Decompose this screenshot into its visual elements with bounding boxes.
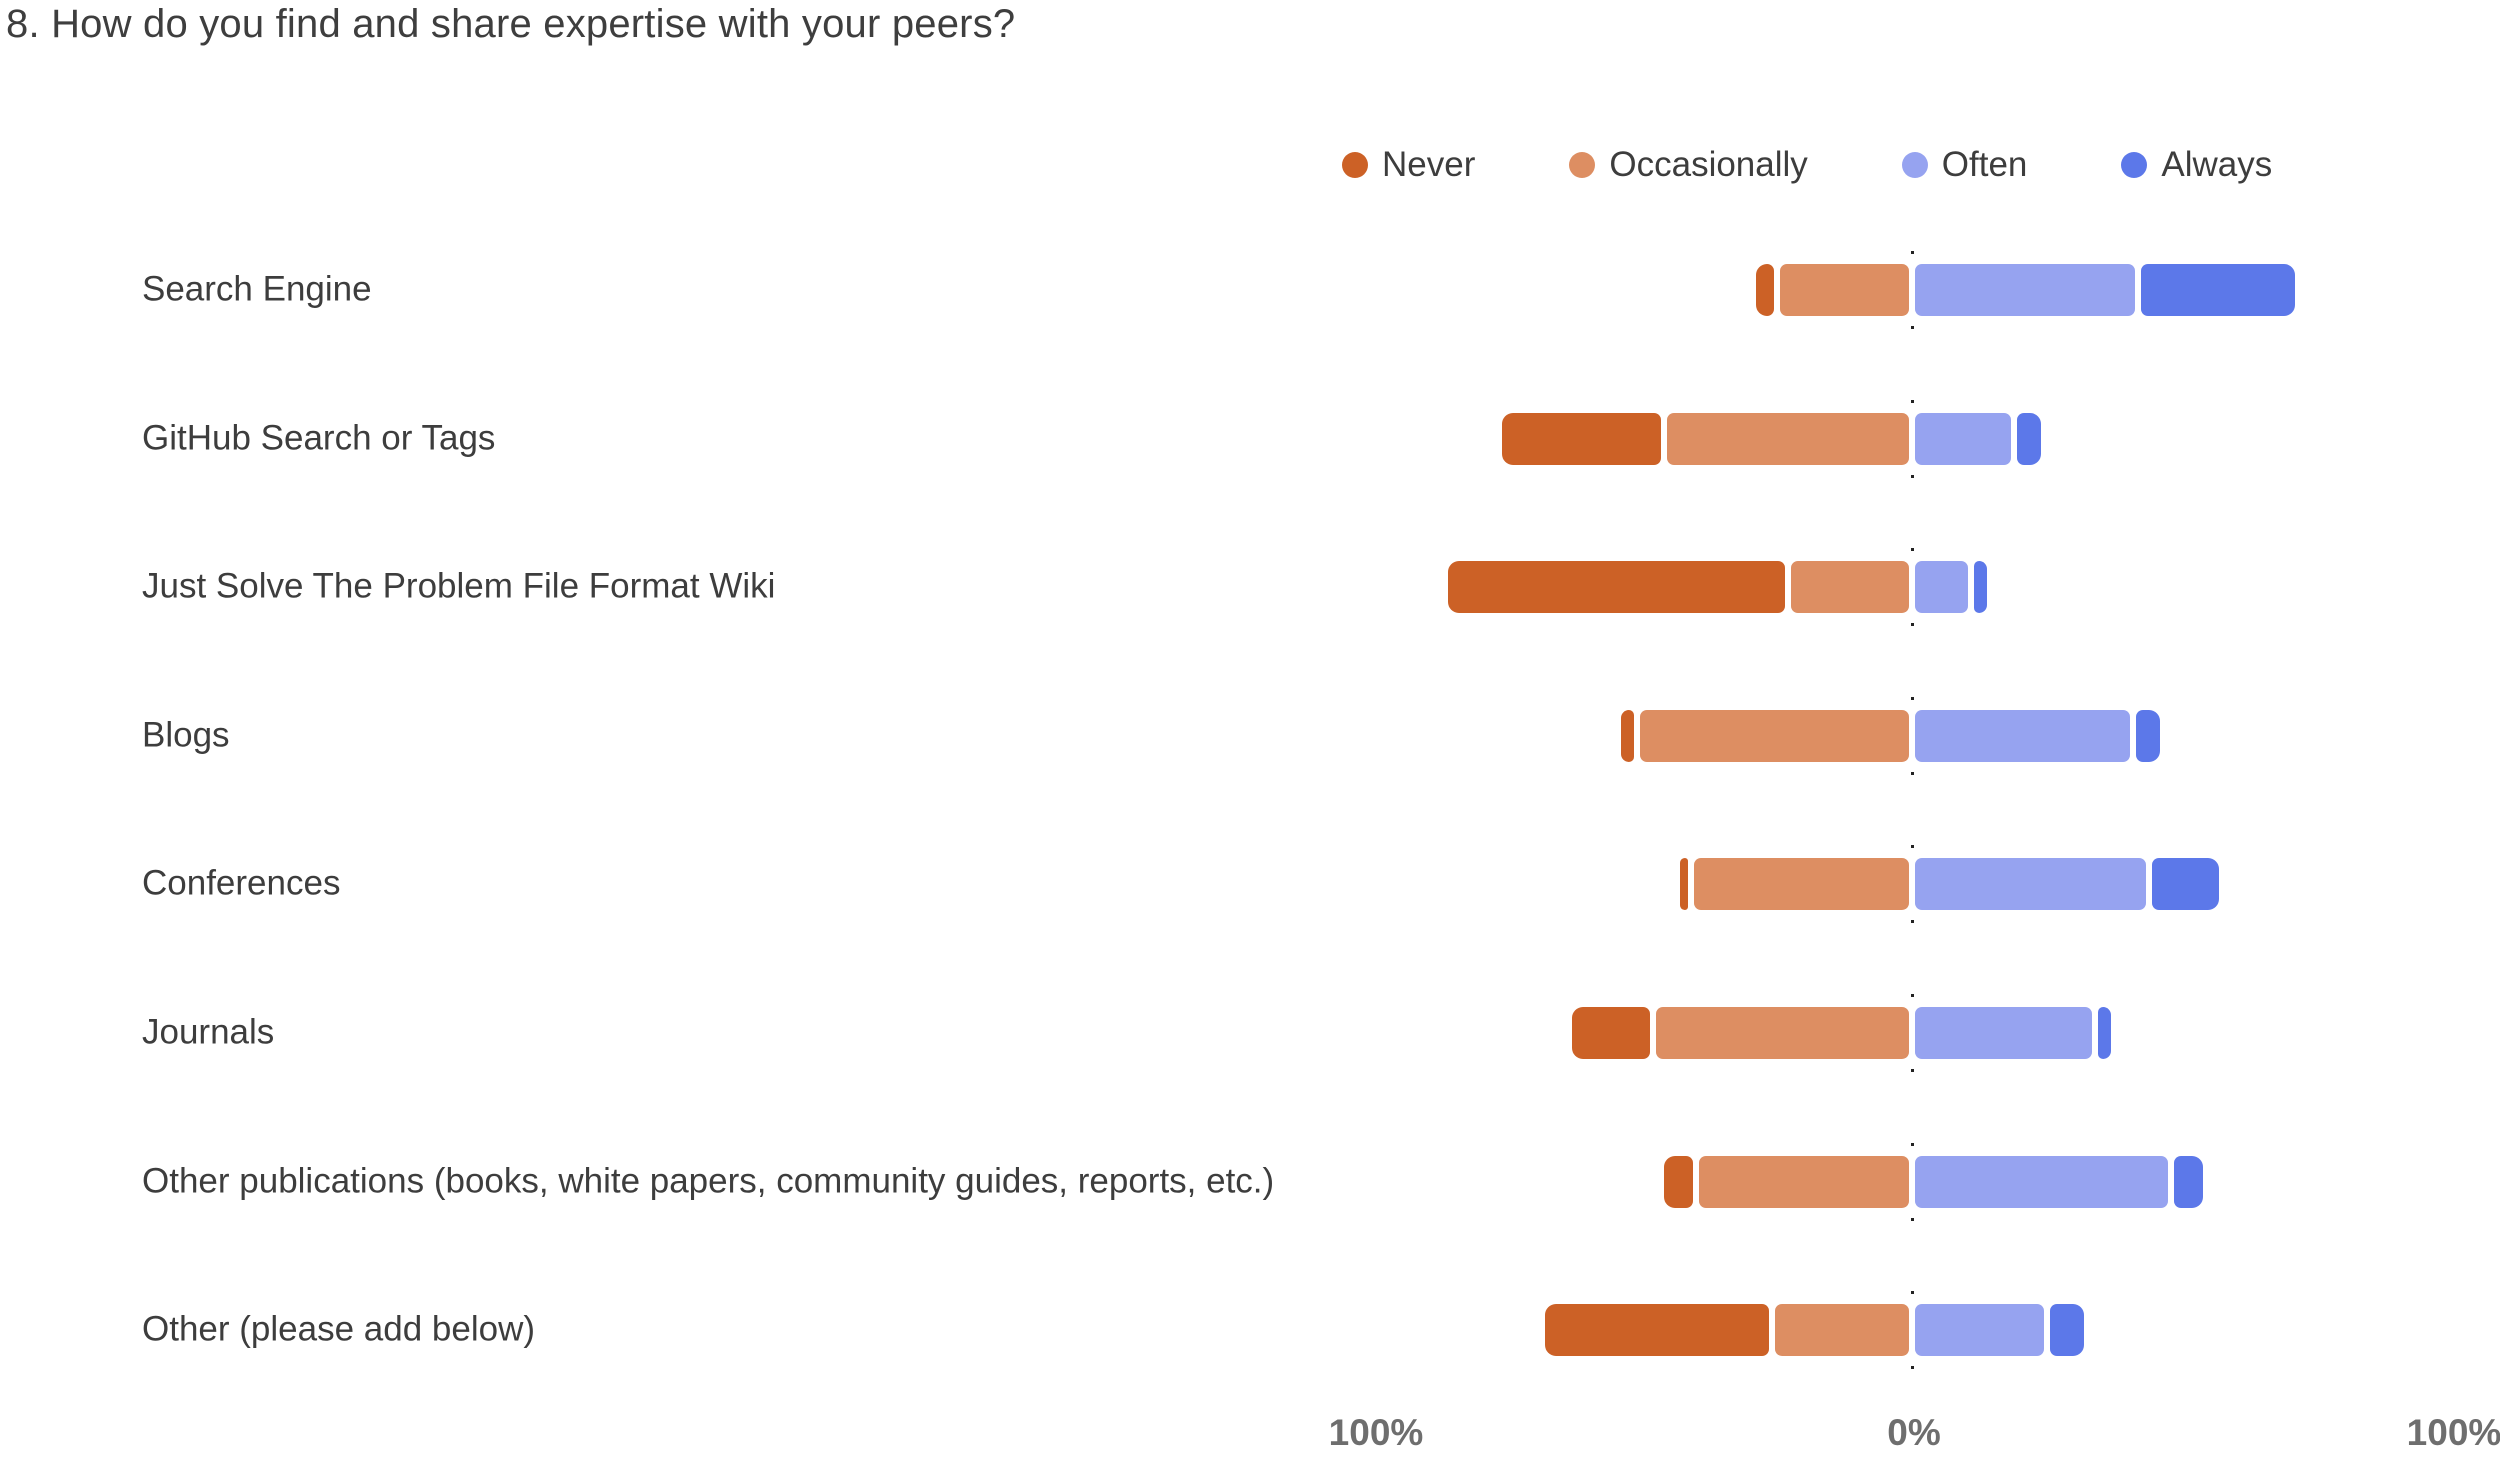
bar-segment-often — [1914, 264, 2136, 316]
legend-dot-icon — [1901, 152, 1928, 178]
legend-item-occasionally: Occasionally — [1569, 145, 1808, 185]
bar-segment-always — [2152, 858, 2220, 911]
bar-segment-occasionally — [1699, 1155, 1909, 1208]
legend-item-always: Always — [2121, 145, 2272, 185]
bar-segment-often — [1914, 1304, 2044, 1357]
legend-dot-icon — [2121, 152, 2148, 178]
bar-segment-never — [1572, 1007, 1651, 1059]
legend-label: Occasionally — [1609, 145, 1808, 184]
category-label: Blogs — [142, 715, 230, 755]
stacked-bar-3 — [1441, 554, 1995, 621]
category-label: GitHub Search or Tags — [142, 418, 496, 458]
bar-segment-occasionally — [1774, 1304, 1909, 1357]
stacked-bar-5 — [1673, 851, 2227, 918]
stacked-bar-1 — [1748, 257, 2302, 323]
stacked-bar-2 — [1495, 405, 2049, 472]
bar-segment-never — [1448, 561, 1786, 614]
legend-label: Often — [1941, 145, 2028, 184]
legend-item-often: Often — [1901, 145, 2028, 185]
bar-segment-often — [1914, 561, 1969, 614]
bar-segment-often — [1914, 858, 2147, 911]
legend-item-never: Never — [1342, 145, 1475, 185]
category-label: Other publications (books, white papers,… — [142, 1161, 1275, 1201]
bar-segment-often — [1914, 412, 2012, 465]
bar-segment-often — [1914, 709, 2130, 762]
stacked-bar-4 — [1613, 702, 2167, 769]
category-label: Journals — [142, 1012, 275, 1052]
bar-segment-never — [1755, 264, 1775, 316]
bar-segment-always — [2173, 1155, 2204, 1208]
bar-segment-never — [1680, 858, 1688, 911]
x-axis-tick-left-100: 100% — [1328, 1412, 1424, 1453]
bar-segment-always — [1974, 561, 1988, 614]
bar-segment-occasionally — [1656, 1007, 1909, 1059]
category-label: Just Solve The Problem File Format Wiki — [142, 566, 776, 606]
bar-segment-never — [1620, 709, 1635, 762]
bar-segment-occasionally — [1667, 412, 1909, 465]
bar-segment-occasionally — [1640, 709, 1909, 762]
bar-segment-always — [2017, 412, 2042, 465]
x-axis-tick-zero: 0% — [1887, 1412, 1941, 1453]
x-axis-tick-right-100: 100% — [2406, 1412, 2500, 1453]
stacked-bar-6 — [1565, 1000, 2119, 1066]
legend: Never Occasionally Often Always — [1342, 140, 2272, 190]
legend-dot-icon — [1342, 152, 1368, 178]
category-label: Other (please add below) — [142, 1309, 535, 1349]
bar-segment-always — [2098, 1007, 2112, 1059]
chart-title: 8. How do you find and share expertise w… — [6, 2, 1016, 46]
category-label: Conferences — [142, 864, 341, 904]
legend-label: Never — [1382, 145, 1476, 184]
category-label: Search Engine — [142, 269, 372, 309]
bar-segment-always — [2049, 1304, 2085, 1357]
bar-segment-always — [2135, 709, 2160, 762]
bar-segment-never — [1664, 1155, 1694, 1208]
bar-segment-often — [1914, 1155, 2168, 1208]
legend-dot-icon — [1569, 152, 1596, 178]
stacked-bar-8 — [1538, 1297, 2092, 1364]
legend-label: Always — [2161, 145, 2273, 184]
bar-segment-never — [1545, 1304, 1769, 1357]
bar-segment-always — [2141, 264, 2295, 316]
bar-segment-occasionally — [1791, 561, 1909, 614]
bar-segment-never — [1502, 412, 1662, 465]
bar-segment-occasionally — [1780, 264, 1909, 316]
stacked-bar-7 — [1657, 1148, 2211, 1215]
bar-segment-occasionally — [1693, 858, 1909, 911]
bar-segment-often — [1914, 1007, 2093, 1059]
